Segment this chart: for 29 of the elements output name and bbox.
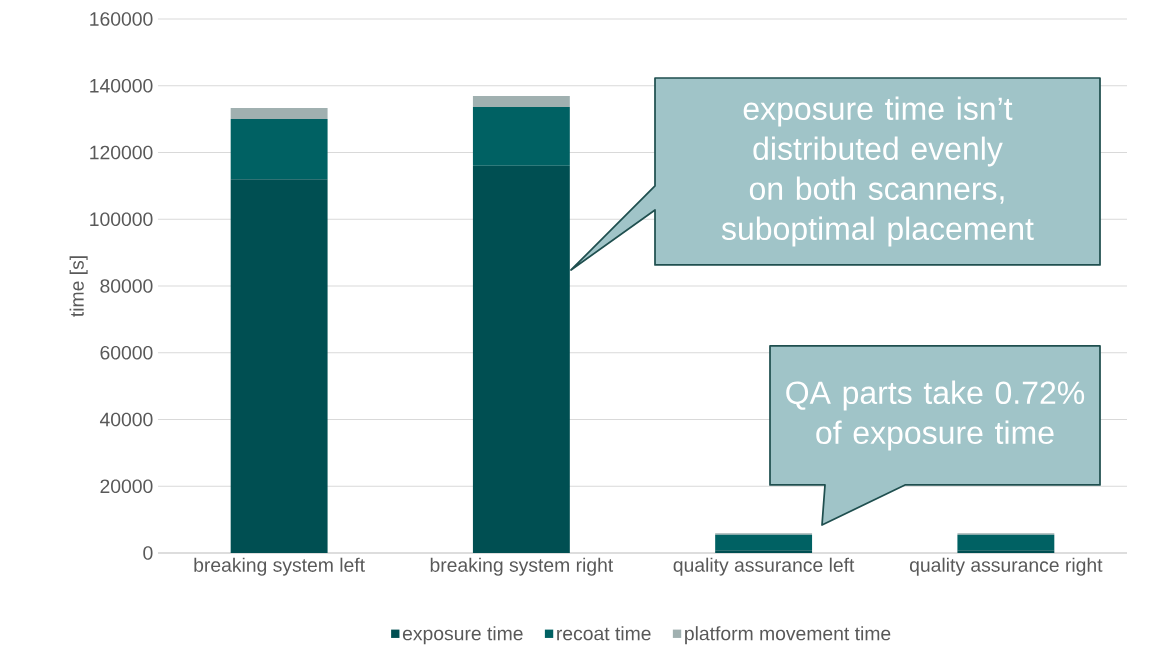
x-tick-label: breaking system left bbox=[194, 557, 365, 576]
bar bbox=[230, 119, 328, 180]
legend-label: exposure time bbox=[402, 626, 523, 645]
bar bbox=[472, 165, 570, 553]
bar bbox=[715, 550, 813, 553]
y-tick-label: 140000 bbox=[90, 78, 153, 93]
bar bbox=[230, 108, 328, 120]
bar bbox=[230, 179, 328, 553]
annotation: QA parts take 0.72% of exposure time bbox=[786, 380, 1085, 451]
y-tick-label: 80000 bbox=[100, 279, 153, 293]
bar bbox=[715, 534, 813, 551]
x-tick-label: breaking system right bbox=[430, 557, 614, 576]
y-tick-label: 120000 bbox=[90, 145, 153, 160]
legend-label: recoat time bbox=[557, 626, 651, 641]
y-tick-label: 0 bbox=[143, 546, 153, 560]
y-tick-label: 20000 bbox=[100, 479, 153, 494]
bar bbox=[957, 550, 1055, 553]
x-tick-label: quality assurance right bbox=[909, 557, 1103, 576]
bar bbox=[472, 96, 570, 108]
y-tick-label: 40000 bbox=[99, 412, 153, 427]
y-tick-label: 100000 bbox=[90, 212, 153, 227]
bar bbox=[957, 534, 1055, 551]
annotation: exposure time isn’t distributed evenly on both scanners, suboptimal placement bbox=[721, 96, 1034, 247]
y-tick-label: 60000 bbox=[100, 345, 153, 360]
legend-label: platform movement time bbox=[685, 626, 891, 645]
x-tick-label: quality assurance left bbox=[673, 557, 855, 576]
bar bbox=[472, 107, 570, 166]
y-tick-label: 160000 bbox=[90, 12, 153, 26]
y-axis-title: time [s] bbox=[69, 256, 88, 317]
